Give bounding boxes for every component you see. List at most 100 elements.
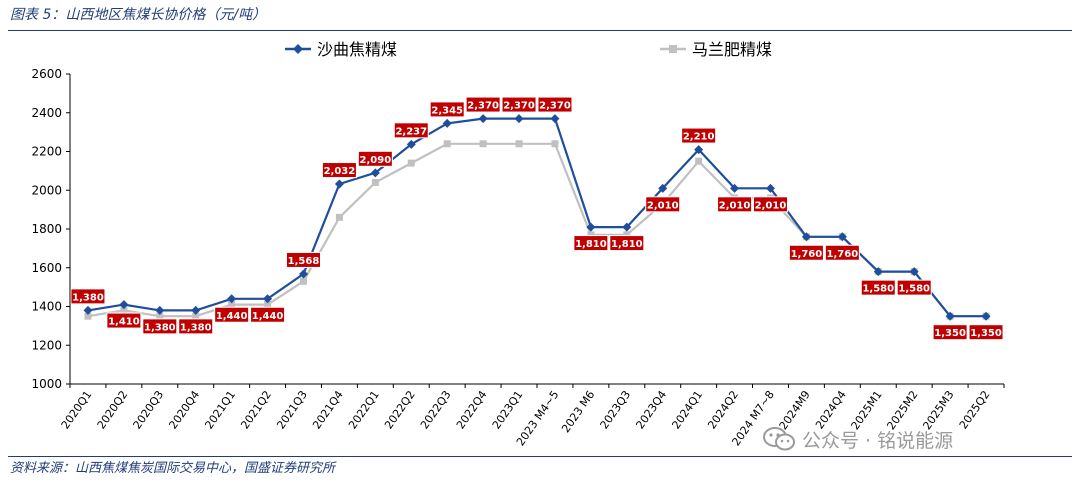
y-tick-label: 2600 (31, 67, 62, 81)
diamond-marker (406, 139, 416, 149)
square-marker (479, 140, 487, 148)
data-label: 1,568 (288, 256, 320, 267)
data-label: 2,345 (431, 105, 463, 116)
data-label: 1,380 (144, 322, 176, 333)
x-tick-label: 2021Q3 (274, 388, 310, 431)
diamond-marker (586, 222, 596, 232)
data-label-box (70, 288, 106, 305)
diamond-marker (730, 183, 740, 193)
source-note: 资料来源：山西焦煤焦炭国际交易中心，国盛证券研究所 (10, 461, 336, 476)
x-tick-label: 2023Q1 (490, 388, 526, 431)
data-label-box (932, 324, 968, 341)
data-label: 2,010 (647, 200, 679, 211)
data-label: 1,440 (252, 311, 284, 322)
data-label-box (537, 96, 573, 113)
diamond-marker (478, 114, 488, 124)
x-tick-label: 2022Q3 (418, 388, 454, 431)
data-label: 1,440 (216, 311, 248, 322)
diamond-marker (119, 300, 129, 310)
x-tick-label: 2020Q3 (131, 388, 167, 431)
data-label-box (788, 244, 824, 261)
line-chart: 1000 1200 1400 1600 1800 2000 2200 2400 2600 2020… (31, 40, 1005, 448)
data-label-box (717, 196, 753, 213)
data-label: 1,580 (898, 284, 930, 295)
x-tick-label: 2021Q4 (310, 388, 346, 431)
data-label-box (250, 306, 286, 323)
data-label-box (753, 196, 788, 213)
y-tick-label: 1200 (31, 338, 62, 352)
x-tick-label: 2020Q2 (95, 388, 131, 431)
diamond-marker (191, 305, 201, 315)
data-label: 2,032 (324, 166, 356, 177)
data-label: 1,760 (791, 249, 823, 260)
y-tick-label: 2000 (31, 183, 62, 197)
diamond-marker (981, 311, 991, 321)
square-marker (551, 140, 559, 148)
data-label-box (286, 251, 321, 268)
data-label: 2,237 (395, 126, 427, 137)
data-label-box (896, 279, 932, 296)
data-label-box (681, 127, 717, 144)
y-tick-label: 2200 (31, 145, 62, 159)
title-rule (8, 30, 1072, 31)
y-tick-label: 1800 (31, 222, 62, 236)
x-tick-label: 2024Q2 (705, 388, 741, 431)
data-label: 1,380 (72, 292, 104, 303)
diamond-marker (622, 222, 632, 232)
data-label-box (393, 122, 429, 139)
diamond-marker (299, 269, 308, 279)
square-marker (443, 140, 451, 148)
y-tick-label: 1400 (31, 300, 62, 314)
data-label: 2,090 (360, 155, 392, 166)
data-label-box (214, 306, 250, 323)
square-marker (335, 213, 343, 221)
square-marker (695, 157, 703, 165)
source-rule (8, 456, 1072, 457)
legend-label: 沙曲焦精煤 (317, 40, 397, 59)
data-label-box (465, 96, 501, 113)
series-line-0 (87, 117, 986, 318)
data-label-box (142, 318, 178, 335)
x-tick-label: 2020Q4 (166, 388, 202, 431)
square-marker (623, 231, 631, 239)
data-label-box (609, 235, 645, 252)
data-label: 1,760 (827, 249, 859, 260)
data-label: 2,010 (719, 200, 751, 211)
figure-title: 图表 5：山西地区焦煤长协价格（元/吨） (10, 7, 267, 23)
diamond-marker (837, 232, 847, 242)
data-label: 2,370 (503, 101, 535, 112)
series-line-1 (87, 142, 986, 318)
diamond-marker (909, 267, 919, 277)
x-tick-label: 2023Q4 (633, 388, 669, 431)
square-marker (407, 159, 415, 167)
square-marker (84, 312, 92, 320)
y-tick-label: 1600 (31, 261, 62, 275)
x-tick-label: 2021Q1 (202, 388, 238, 431)
x-tick-label: 2022Q4 (454, 388, 490, 431)
x-tick-label: 2021Q2 (238, 388, 274, 431)
data-label-box (429, 101, 465, 118)
square-marker (120, 306, 128, 314)
square-marker (587, 231, 595, 239)
data-label-box (357, 150, 393, 167)
data-label: 1,580 (862, 284, 894, 295)
data-label: 1,810 (611, 239, 643, 250)
square-marker (228, 301, 236, 309)
y-tick-label: 2400 (31, 106, 62, 120)
diamond-marker (442, 118, 452, 128)
x-tick-label: 2023Q3 (598, 388, 634, 431)
x-tick-label: 2024Q1 (669, 388, 705, 431)
watermark: 公众号 · 铭说能源 (762, 424, 953, 454)
data-label: 1,380 (180, 322, 212, 333)
diamond-marker (227, 294, 237, 304)
legend-square-marker (669, 45, 677, 53)
diamond-marker (334, 179, 344, 189)
data-label: 2,370 (467, 101, 499, 112)
diamond-marker (766, 183, 775, 193)
wechat-icon (763, 427, 795, 451)
diamond-marker (550, 114, 560, 124)
x-tick-label: 2022Q1 (346, 388, 382, 431)
legend-diamond-marker (293, 44, 303, 54)
data-label: 1,410 (108, 317, 140, 328)
diamond-marker (263, 294, 273, 304)
